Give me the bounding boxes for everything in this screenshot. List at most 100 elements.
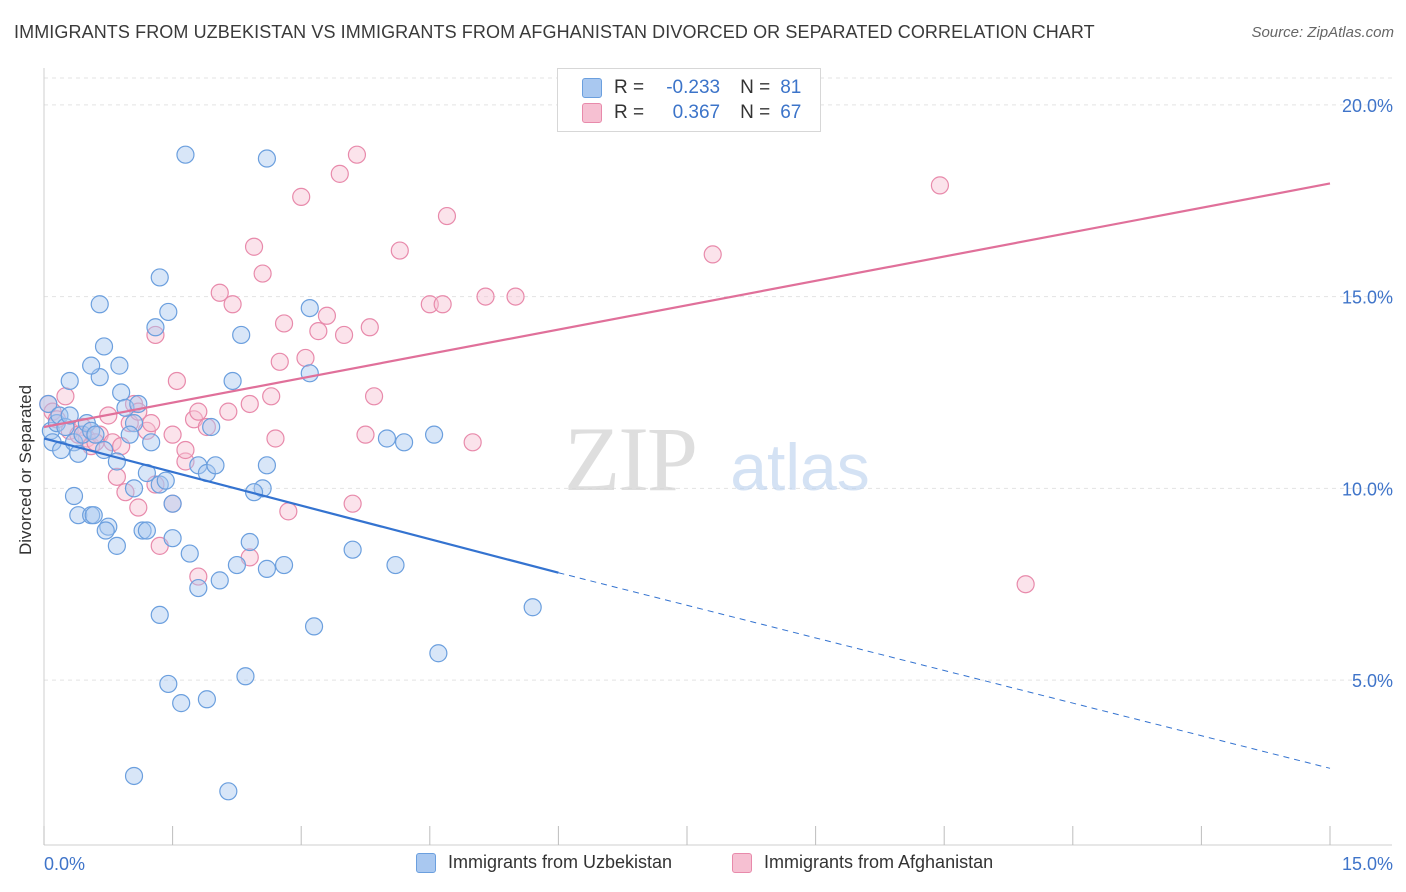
afghanistan-point <box>219 402 238 421</box>
afghanistan-point <box>347 145 367 164</box>
uzbekistan-point <box>150 268 169 287</box>
y-tick-label: 10.0% <box>1342 479 1393 499</box>
legend-r-label: R = <box>614 77 645 98</box>
series-uzbekistan-points <box>39 145 542 801</box>
legend-r-value: 0.367 <box>672 102 721 123</box>
afghanistan-point <box>930 176 950 195</box>
watermark-atlas: atlas <box>730 430 869 504</box>
uzbekistan-point <box>219 782 238 801</box>
uzbekistan-point <box>133 521 152 540</box>
afghanistan-point <box>279 502 298 521</box>
afghanistan-point <box>240 394 259 414</box>
uzbekistan-point <box>257 559 277 578</box>
uzbekistan-point <box>120 425 139 444</box>
series-afghanistan-points <box>39 145 1035 594</box>
afghanistan-point <box>253 264 272 283</box>
uzbekistan-point <box>523 598 542 617</box>
afghanistan-point <box>107 467 126 486</box>
uzbekistan-point <box>94 337 114 356</box>
afghanistan-point <box>210 283 229 302</box>
afghanistan-point <box>116 483 135 502</box>
legend-row-uzbekistan: R = -0.233 N = 81 <box>582 76 801 100</box>
afghanistan-point <box>270 352 289 371</box>
afghanistan-point <box>356 425 375 444</box>
afghanistan-point <box>223 295 242 314</box>
afghanistan-point <box>197 417 216 437</box>
legend-n-value: 81 <box>780 77 802 98</box>
afghanistan-point <box>463 433 482 452</box>
uzbekistan-point <box>107 536 126 555</box>
uzbekistan-point <box>176 145 195 164</box>
uzbekistan-point <box>163 494 182 513</box>
afghanistan-point <box>262 387 281 406</box>
x-tick-label: 0.0% <box>44 854 85 874</box>
uzbekistan-point <box>180 544 199 563</box>
uzbekistan-point <box>424 425 444 444</box>
uzbekistan-point <box>110 356 129 375</box>
legend-r-value: -0.233 <box>666 77 721 98</box>
y-tick-label: 20.0% <box>1342 96 1393 116</box>
uzbekistan-point <box>142 433 161 452</box>
legend-row-afghanistan: R = 0.367 N = 67 <box>582 101 801 125</box>
uzbekistan-point <box>257 149 277 168</box>
uzbekistan-point <box>210 571 229 590</box>
afghanistan-point <box>176 440 195 460</box>
chart-title: IMMIGRANTS FROM UZBEKISTAN VS IMMIGRANTS… <box>14 22 1095 42</box>
uzbekistan-point <box>96 521 115 540</box>
source-label: Source: ZipAtlas.com <box>1251 24 1394 41</box>
afghanistan-point <box>189 402 208 421</box>
afghanistan-point <box>364 387 384 406</box>
afghanistan-point <box>420 295 439 314</box>
uzbekistan-point <box>60 371 79 391</box>
uzbekistan-point <box>90 295 109 314</box>
afghanistan-point <box>309 322 328 341</box>
uzbekistan-point <box>300 364 319 383</box>
uzbekistan-point <box>60 406 79 425</box>
afghanistan-point <box>437 206 457 226</box>
y-tick-label: 5.0% <box>1352 671 1393 691</box>
watermark: ZIP atlas <box>564 408 870 510</box>
uzbekistan-point <box>232 325 251 345</box>
legend-n-value: 67 <box>780 102 802 123</box>
uzbekistan-point <box>429 644 448 663</box>
afghanistan-point <box>330 164 349 183</box>
uzbekistan-point <box>124 414 144 433</box>
uzbekistan-point <box>377 429 397 448</box>
uzbekistan-point <box>343 540 362 559</box>
afghanistan-point <box>129 498 148 517</box>
afghanistan-point <box>334 325 354 345</box>
afghanistan-point <box>266 429 285 448</box>
uzbekistan-point <box>82 356 101 375</box>
afghanistan-point <box>56 387 75 406</box>
afghanistan-point <box>163 425 182 444</box>
afghanistan-point <box>703 245 722 264</box>
bottom-legend-label: Immigrants from Uzbekistan <box>448 852 673 872</box>
uzbekistan-point <box>124 479 144 498</box>
uzbekistan-point <box>257 456 277 475</box>
bottom-legend: Immigrants from Uzbekistan Immigrants fr… <box>0 852 1406 876</box>
legend: R = -0.233 N = 81 R = 0.367 N = 67 <box>557 68 821 132</box>
grid <box>44 77 1392 681</box>
x-tick-label: 15.0% <box>1342 854 1393 874</box>
uzbekistan-point <box>172 694 191 713</box>
legend-r-label: R = <box>614 102 645 123</box>
uzbekistan-point <box>146 318 165 337</box>
afghanistan-point <box>167 371 186 391</box>
uzbekistan-point <box>159 674 178 694</box>
uzbekistan-point <box>159 302 178 322</box>
uzbekistan-point <box>253 479 272 498</box>
bottom-legend-label: Immigrants from Afghanistan <box>764 852 994 872</box>
uzbekistan-point <box>223 371 242 391</box>
y-tick-label: 15.0% <box>1342 288 1393 308</box>
legend-swatch-afghanistan <box>582 103 602 123</box>
uzbekistan-point <box>84 506 103 525</box>
legend-n-label: N = <box>740 77 771 98</box>
uzbekistan-point <box>86 425 105 444</box>
afghanistan-point <box>476 287 495 306</box>
uzbekistan-point <box>69 506 88 525</box>
uzbekistan-point <box>137 521 156 540</box>
uzbekistan-point <box>304 617 324 636</box>
uzbekistan-point <box>202 417 221 437</box>
afghanistan-point <box>360 318 379 337</box>
